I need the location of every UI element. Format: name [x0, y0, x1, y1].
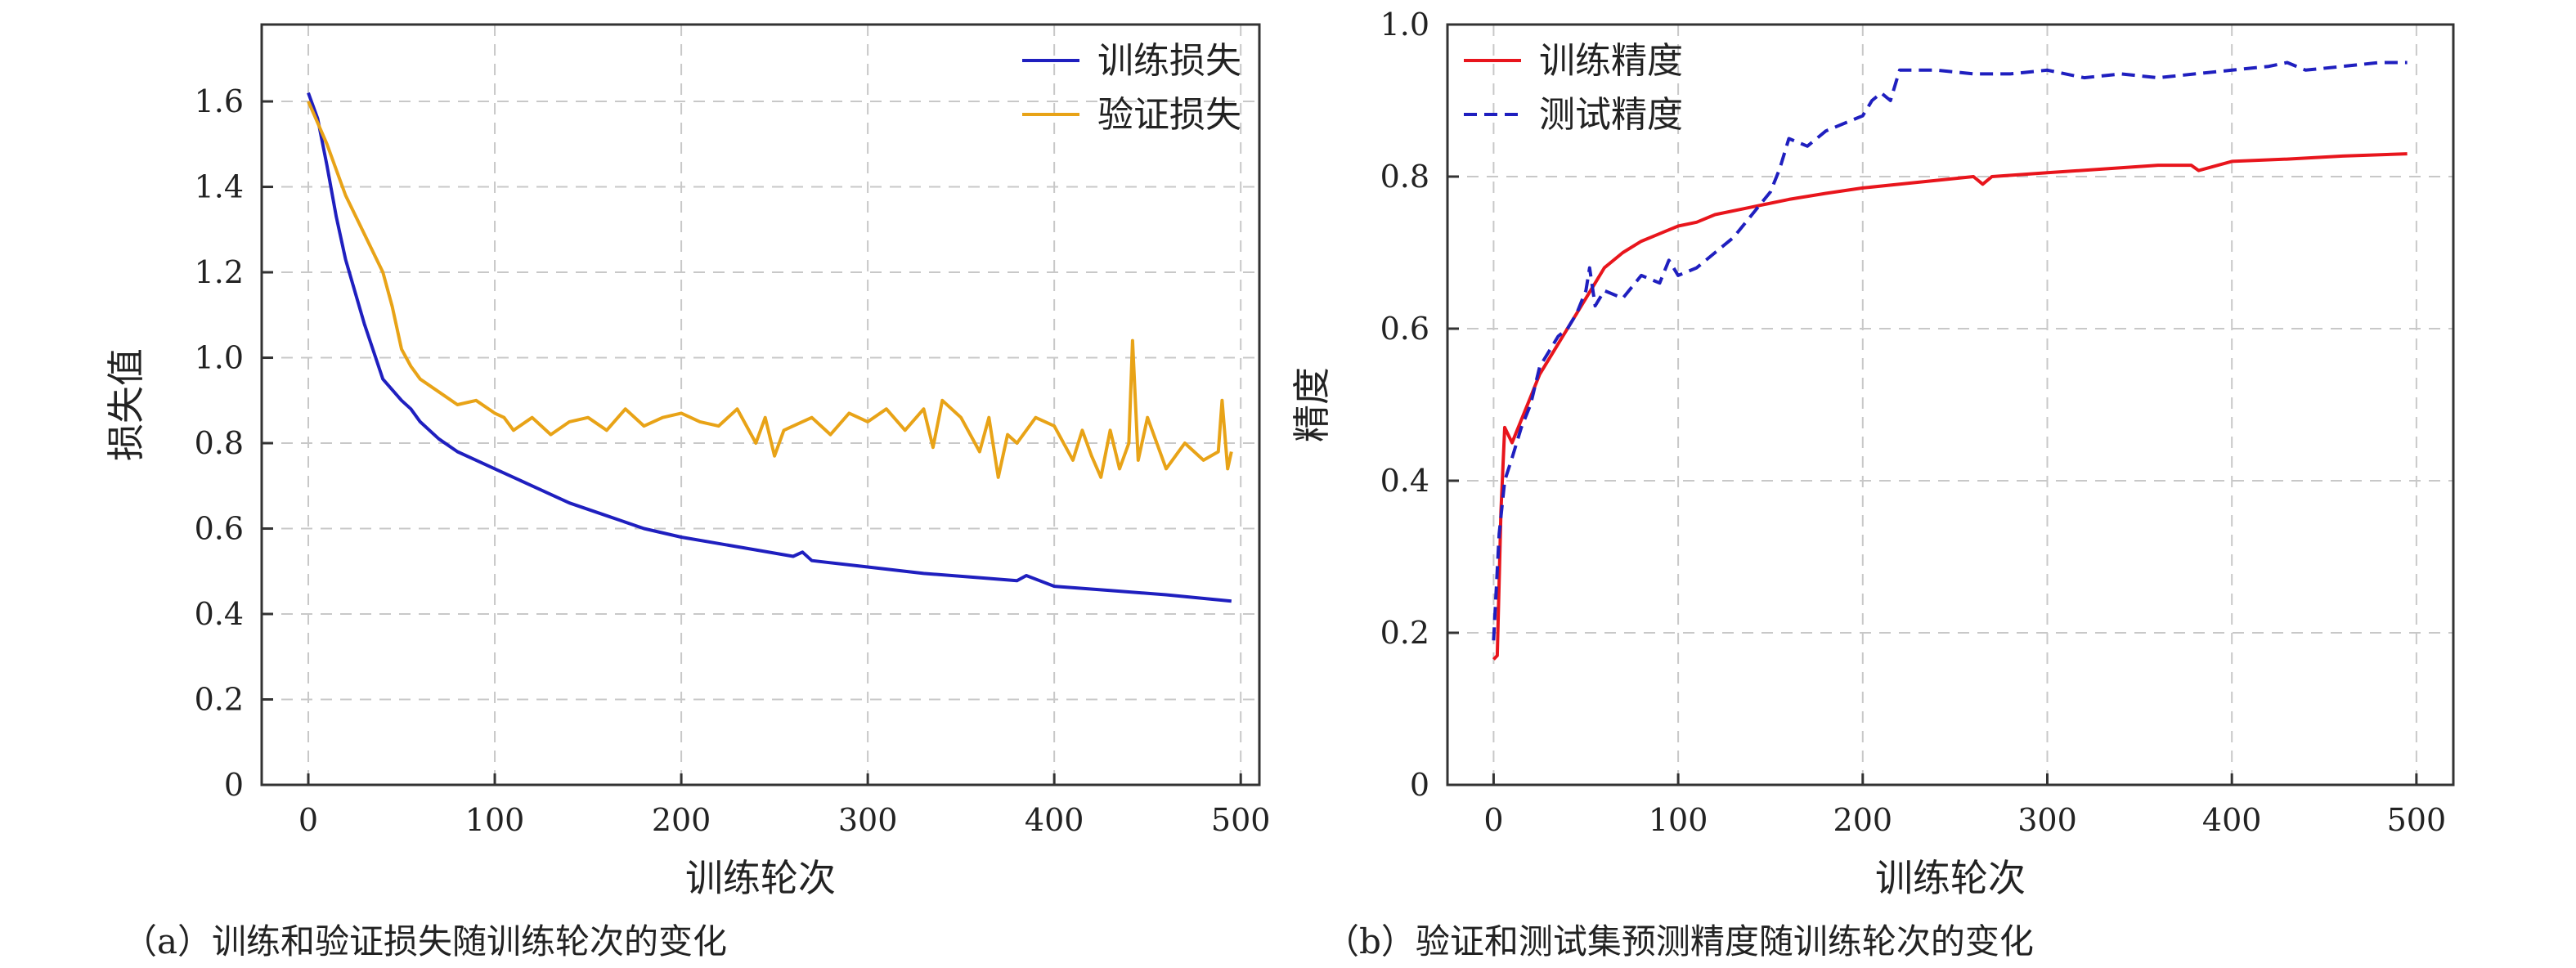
x-tick-label: 300 [2017, 802, 2077, 838]
x-tick-label: 0 [1483, 802, 1503, 838]
x-tick-label: 200 [1833, 802, 1893, 838]
y-tick-label: 0 [224, 767, 244, 803]
chart-b: 0 100 200 300 400 500 0 0.2 0.4 0.6 0.8 1.0 训练轮次 精度 训练… [1290, 7, 2455, 961]
series-line-b-0 [1492, 152, 2408, 661]
x-tick-label: 0 [298, 802, 318, 838]
x-axis-label: 训练轮次 [1875, 856, 2026, 900]
chart-caption-b: （b）验证和测试集预测精度随训练轮次的变化 [1325, 921, 2034, 961]
y-tick-label: 0.4 [1380, 463, 1429, 499]
series-line-a-0 [307, 92, 1232, 603]
y-tick-label: 0.2 [1380, 615, 1429, 651]
x-tick-label: 300 [838, 802, 898, 838]
y-tick-label: 1.4 [195, 169, 244, 205]
legend-label-b-0: 训练精度 [1539, 40, 1683, 82]
y-tick-label: 0.8 [195, 425, 244, 461]
y-tick-label: 1.2 [195, 254, 244, 290]
legend-label-b-1: 测试精度 [1539, 94, 1683, 136]
chart-a: 0 100 200 300 400 500 0 0.2 0.4 0.6 0.8 1.0 1.2 1.4 1.… [104, 23, 1271, 961]
x-tick-label: 500 [2387, 802, 2447, 838]
y-tick-label: 0 [1410, 767, 1429, 803]
y-axis-label: 损失值 [104, 348, 148, 461]
y-tick-label: 0.6 [195, 511, 244, 547]
plot-frame [1446, 23, 2455, 786]
x-tick-label: 200 [652, 802, 711, 838]
y-tick-label: 0.8 [1380, 159, 1429, 195]
y-tick-label: 0.4 [195, 596, 244, 632]
legend-label-a-0: 训练损失 [1097, 40, 1241, 82]
plot-frame [260, 23, 1261, 786]
x-axis-label: 训练轮次 [685, 856, 836, 900]
x-tick-label: 500 [1211, 802, 1271, 838]
y-tick-label: 0.2 [195, 682, 244, 718]
y-tick-label: 1.0 [195, 340, 244, 376]
y-axis-label: 精度 [1290, 367, 1334, 442]
x-tick-label: 400 [1025, 802, 1084, 838]
x-tick-label: 100 [1649, 802, 1708, 838]
x-tick-label: 100 [465, 802, 525, 838]
chart-caption-a: （a）训练和验证损失随训练轮次的变化 [123, 921, 727, 961]
x-tick-label: 400 [2202, 802, 2262, 838]
y-tick-label: 1.0 [1380, 7, 1429, 43]
legend-label-a-1: 验证损失 [1097, 94, 1241, 136]
series-line-b-1 [1492, 60, 2408, 641]
series-line-a-1 [307, 101, 1233, 479]
y-tick-label: 1.6 [195, 83, 244, 119]
y-tick-label: 0.6 [1380, 311, 1429, 347]
